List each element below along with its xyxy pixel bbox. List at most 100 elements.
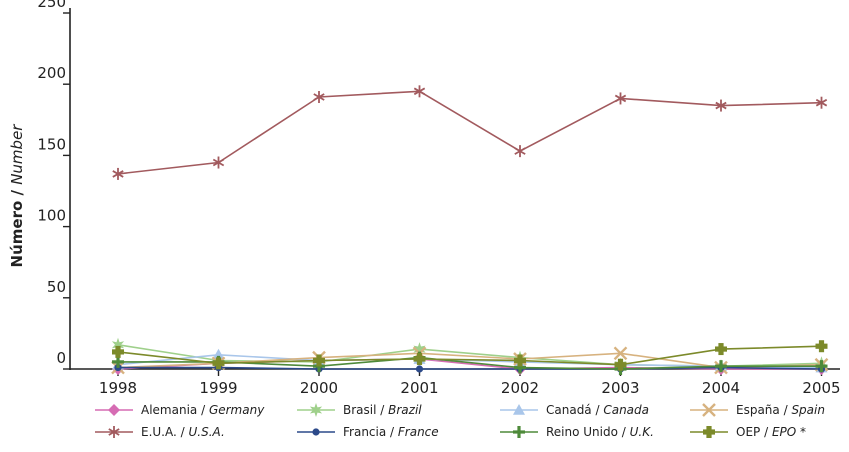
legend-label-en: Germany	[209, 403, 265, 417]
plus-marker-bar	[815, 364, 828, 368]
data-point-epo	[413, 353, 426, 366]
legend-label-en: Canada	[603, 403, 649, 417]
legend-label-es: Canadá /	[546, 403, 603, 417]
triangle-marker-shape	[212, 348, 225, 360]
data-point-epo	[715, 343, 727, 356]
axes: 0 50 100 150 200 250 1998 1999 2000 2001 2002 2003 2…	[8, 0, 841, 397]
legend-label-es: Alemania /	[141, 403, 209, 417]
legend-marker	[312, 428, 320, 436]
legend-label: Brasil / Brazil	[343, 403, 422, 417]
data-point-u-s-a	[614, 92, 627, 105]
triangle-marker-shape	[513, 404, 525, 415]
asterisk-marker-stroke	[413, 87, 426, 96]
legend-item-canada: Canadá / Canada	[500, 403, 649, 417]
legend-marker	[108, 404, 120, 416]
legend-label: España / Spain	[736, 403, 825, 417]
legend-marker	[702, 403, 716, 417]
data-point-brazil	[111, 337, 125, 352]
legend-label-en: Brazil	[388, 403, 422, 417]
y-axis-label-separator: /	[8, 185, 26, 196]
legend-marker	[513, 426, 525, 438]
data-point-epo	[815, 340, 828, 353]
series-u-s-a	[112, 85, 828, 180]
legend-item-u-k: Reino Unido / U.K.	[500, 425, 654, 439]
legend-label-es: España /	[736, 403, 791, 417]
cross-marker-bar	[313, 357, 325, 364]
cross-marker-bar	[112, 349, 124, 355]
cross-marker-bar	[715, 346, 727, 352]
data-point-brazil	[413, 342, 426, 357]
cross-marker-bar	[614, 362, 627, 368]
cross-marker-bar	[413, 356, 426, 362]
cross-marker-bar	[212, 360, 225, 366]
x-tick-label: 1999	[199, 379, 237, 397]
series-line-france	[118, 366, 822, 370]
data-point-epo	[212, 357, 225, 370]
x-tick-label: 2004	[702, 379, 740, 397]
asterisk-marker-stroke	[112, 170, 124, 178]
data-point-epo	[112, 345, 124, 358]
legend-marker	[513, 404, 525, 415]
y-tick-label: 0	[56, 349, 66, 367]
cross-marker-bar	[703, 429, 715, 435]
data-point-spain	[613, 346, 628, 361]
legend-item-france: Francia / France	[297, 425, 439, 439]
x-tick-label: 1998	[99, 379, 137, 397]
data-point-u-k	[112, 355, 124, 368]
legend-item-brazil: Brasil / Brazil	[297, 403, 422, 417]
y-axis-label-secondary: Number	[8, 124, 26, 185]
legend-label-en: U.S.A.	[188, 425, 224, 439]
legend: Alemania / Germany Brasil / Brazil Canadá …	[95, 403, 825, 439]
data-point-u-s-a	[112, 167, 124, 180]
y-axis-label: Número / Number	[8, 124, 26, 268]
legend-label: Francia / France	[343, 425, 439, 439]
data-point-epo	[313, 354, 325, 367]
legend-item-u-s-a: E.U.A. / U.S.A.	[95, 425, 225, 439]
legend-label: OEP / EPO *	[736, 425, 806, 439]
data-point-canada	[212, 348, 225, 360]
y-tick-label: 150	[37, 135, 66, 153]
legend-item-germany: Alemania / Germany	[95, 403, 265, 417]
legend-label-es: Reino Unido /	[546, 425, 630, 439]
x-tick-label: 2005	[802, 379, 840, 397]
legend-label-es: Francia /	[343, 425, 398, 439]
y-tick-label: 100	[37, 207, 66, 225]
series-line-u-s-a	[117, 90, 822, 175]
star-marker-shape	[309, 403, 323, 417]
legend-label-es: E.U.A. /	[141, 425, 188, 439]
data-point-u-s-a	[815, 96, 828, 109]
legend-label-es: Brasil /	[343, 403, 388, 417]
legend-item-epo: OEP / EPO *	[690, 425, 806, 439]
data-point-u-k	[514, 361, 526, 374]
asterisk-marker-stroke	[815, 98, 828, 107]
plus-marker-bar	[112, 360, 124, 364]
star-marker-shape	[413, 342, 426, 357]
data-point-u-s-a	[715, 99, 727, 112]
legend-label-en: Spain	[791, 403, 825, 417]
legend-marker	[309, 403, 323, 417]
x-tick-label: 2001	[400, 379, 438, 397]
legend-item-spain: España / Spain	[690, 403, 825, 417]
data-point-u-k	[715, 360, 727, 373]
plus-marker-bar	[715, 364, 727, 368]
plus-marker-bar	[513, 430, 525, 434]
x-tick-label: 2003	[601, 379, 639, 397]
asterisk-marker-stroke	[212, 158, 225, 167]
data-point-epo	[614, 358, 627, 371]
cross-marker-bar	[815, 343, 828, 349]
asterisk-marker-stroke	[108, 428, 120, 436]
legend-label: E.U.A. / U.S.A.	[141, 425, 225, 439]
asterisk-marker-stroke	[514, 147, 526, 155]
asterisk-marker-stroke	[614, 94, 627, 103]
legend-label-en: EPO	[772, 425, 796, 439]
legend-marker	[703, 426, 715, 438]
diamond-marker-shape	[108, 404, 120, 416]
series-lines	[111, 85, 829, 375]
legend-label-suffix: *	[796, 425, 806, 439]
data-point-epo	[514, 354, 526, 367]
data-point-u-s-a	[212, 156, 225, 169]
plus-marker-bar	[514, 365, 526, 370]
legend-label-en: U.K.	[630, 425, 654, 439]
